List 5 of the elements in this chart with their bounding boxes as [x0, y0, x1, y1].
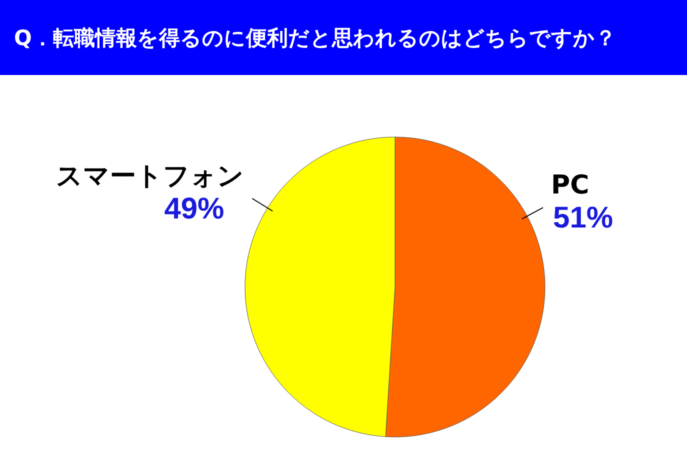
slice-label: PC: [551, 170, 590, 201]
data-label: 51%: [553, 202, 614, 235]
slice-label: スマートフォン: [56, 161, 244, 192]
chart-title: Q．転職情報を得るのに便利だと思われるのはどちらですか？: [0, 0, 687, 75]
data-label: 49%: [164, 192, 224, 226]
